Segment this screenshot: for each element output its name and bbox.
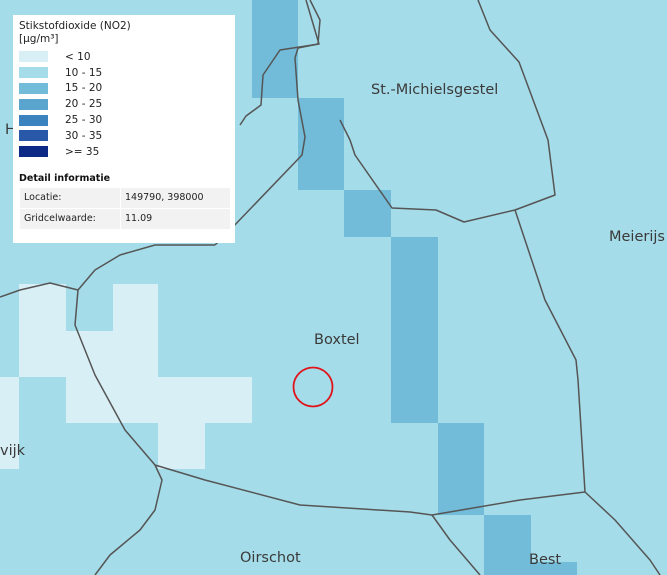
legend-panel: Stikstofdioxide (NO2) [µg/m³] < 10 10 - 1… [13, 15, 235, 243]
legend-swatch [19, 98, 48, 110]
detail-row-location: Locatie: 149790, 398000 [20, 187, 230, 208]
place-label-vijk: vijk [0, 443, 26, 459]
legend-swatch [19, 130, 48, 142]
selected-location-marker[interactable] [292, 366, 334, 408]
legend-unit: [µg/m³] [19, 33, 59, 45]
legend-swatch [19, 67, 48, 79]
legend-label: 30 - 35 [65, 129, 103, 142]
legend-title: Stikstofdioxide (NO2) [19, 20, 131, 32]
legend-label: 10 - 15 [65, 66, 103, 79]
legend-swatch [19, 51, 48, 63]
legend-swatch [19, 146, 48, 158]
legend-swatch [19, 114, 48, 126]
low-concentration-cells [0, 284, 252, 469]
legend-row: 15 - 20 [19, 81, 229, 97]
legend-classes: < 10 10 - 15 15 - 20 20 - 25 25 - 30 30 - 35 >… [19, 49, 229, 160]
place-label-best: Best [529, 552, 561, 568]
place-label-h: H [5, 122, 16, 138]
legend-label: >= 35 [65, 145, 100, 158]
legend-row: < 10 [19, 49, 229, 65]
place-label-st-michielsgestel: St.-Michielsgestel [371, 82, 498, 98]
legend-row: 10 - 15 [19, 65, 229, 81]
legend-row: 30 - 35 [19, 128, 229, 144]
legend-label: 15 - 20 [65, 82, 103, 95]
place-label-boxtel: Boxtel [314, 332, 360, 348]
legend-row: 20 - 25 [19, 96, 229, 112]
location-label: Locatie: [20, 187, 120, 208]
legend-label: 20 - 25 [65, 98, 103, 111]
grid-cell-value: 11.09 [121, 208, 230, 229]
legend-label: < 10 [65, 50, 91, 63]
detail-row-grid-cell: Gridcelwaarde: 11.09 [20, 208, 230, 229]
location-value: 149790, 398000 [121, 187, 230, 208]
legend-label: 25 - 30 [65, 114, 103, 127]
legend-row: 25 - 30 [19, 112, 229, 128]
detail-table: Locatie: 149790, 398000 Gridcelwaarde: 1… [19, 187, 231, 230]
legend-row: >= 35 [19, 144, 229, 160]
place-label-meierijs: Meierijs [609, 229, 665, 245]
legend-swatch [19, 82, 48, 94]
grid-cell-label: Gridcelwaarde: [20, 208, 120, 229]
elevated-concentration-cells [252, 0, 577, 575]
place-label-oirschot: Oirschot [240, 550, 301, 566]
detail-heading: Detail informatie [19, 172, 111, 184]
